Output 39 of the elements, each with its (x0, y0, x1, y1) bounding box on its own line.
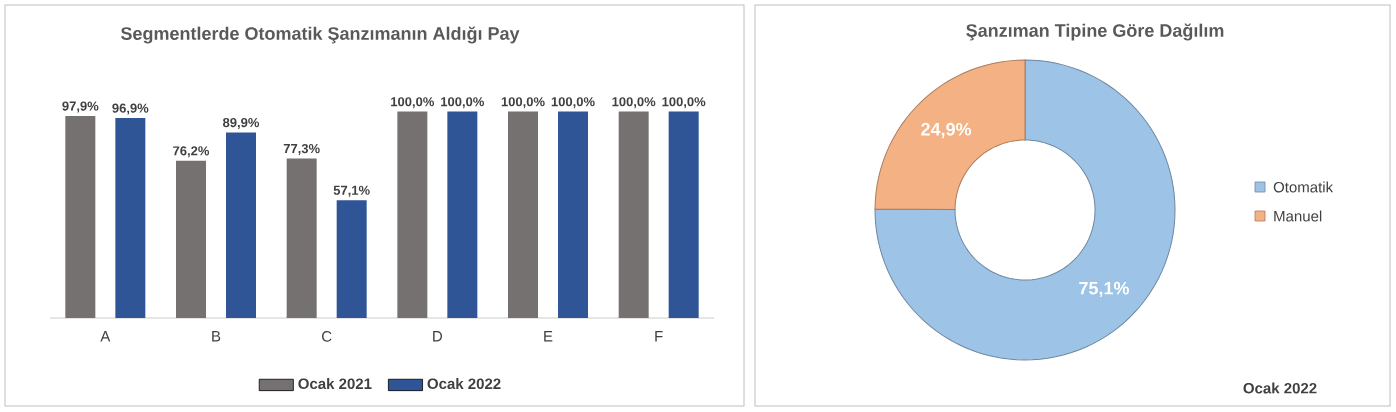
bar (286, 158, 317, 319)
x-tick-label: B (212, 331, 221, 342)
bar (668, 111, 699, 319)
legend-label: Otomatik (1273, 181, 1334, 193)
text: Ocak 2022 (1243, 382, 1317, 394)
data-label: 57,1% (333, 185, 370, 197)
data-label: 97,9% (62, 101, 99, 113)
data-label: 77,3% (283, 143, 320, 156)
legend-label: Manuel (1274, 210, 1322, 222)
x-tick-label: A (100, 331, 111, 342)
data-label: 89,9% (222, 117, 260, 130)
bar (618, 111, 649, 319)
data-label: 100,0% (441, 97, 485, 109)
data-label: 96,9% (112, 103, 149, 115)
legend-label: Ocak 2021 (298, 378, 372, 390)
data-label: 100,0% (662, 97, 706, 109)
bar (447, 111, 478, 319)
bar (508, 111, 538, 319)
data-label: 75,1% (1079, 281, 1129, 298)
legend-label: Ocak 2022 (427, 378, 501, 390)
x-tick-label: F (655, 331, 663, 342)
x-tick-label: C (322, 331, 332, 342)
data-label: 100,0% (501, 97, 545, 109)
bar (115, 118, 146, 319)
bar (226, 132, 256, 319)
x-tick-label: D (433, 331, 443, 342)
data-label: 24,9% (921, 122, 972, 139)
x-tick-label: E (544, 331, 553, 342)
data-label: 100,0% (551, 97, 595, 109)
data-label: 100,0% (612, 97, 656, 109)
bar (65, 115, 96, 319)
bar (336, 200, 367, 319)
data-label: 76,2% (173, 146, 210, 158)
chart-title: Segmentlerde Otomatik Şanzımanın Aldığı Pay (120, 26, 520, 44)
data-label: 100,0% (391, 97, 435, 109)
bar (558, 111, 588, 319)
bar (176, 160, 207, 319)
bar (397, 111, 428, 319)
chart-title: Şanzıman Tipine Göre Dağılım (966, 23, 1224, 41)
